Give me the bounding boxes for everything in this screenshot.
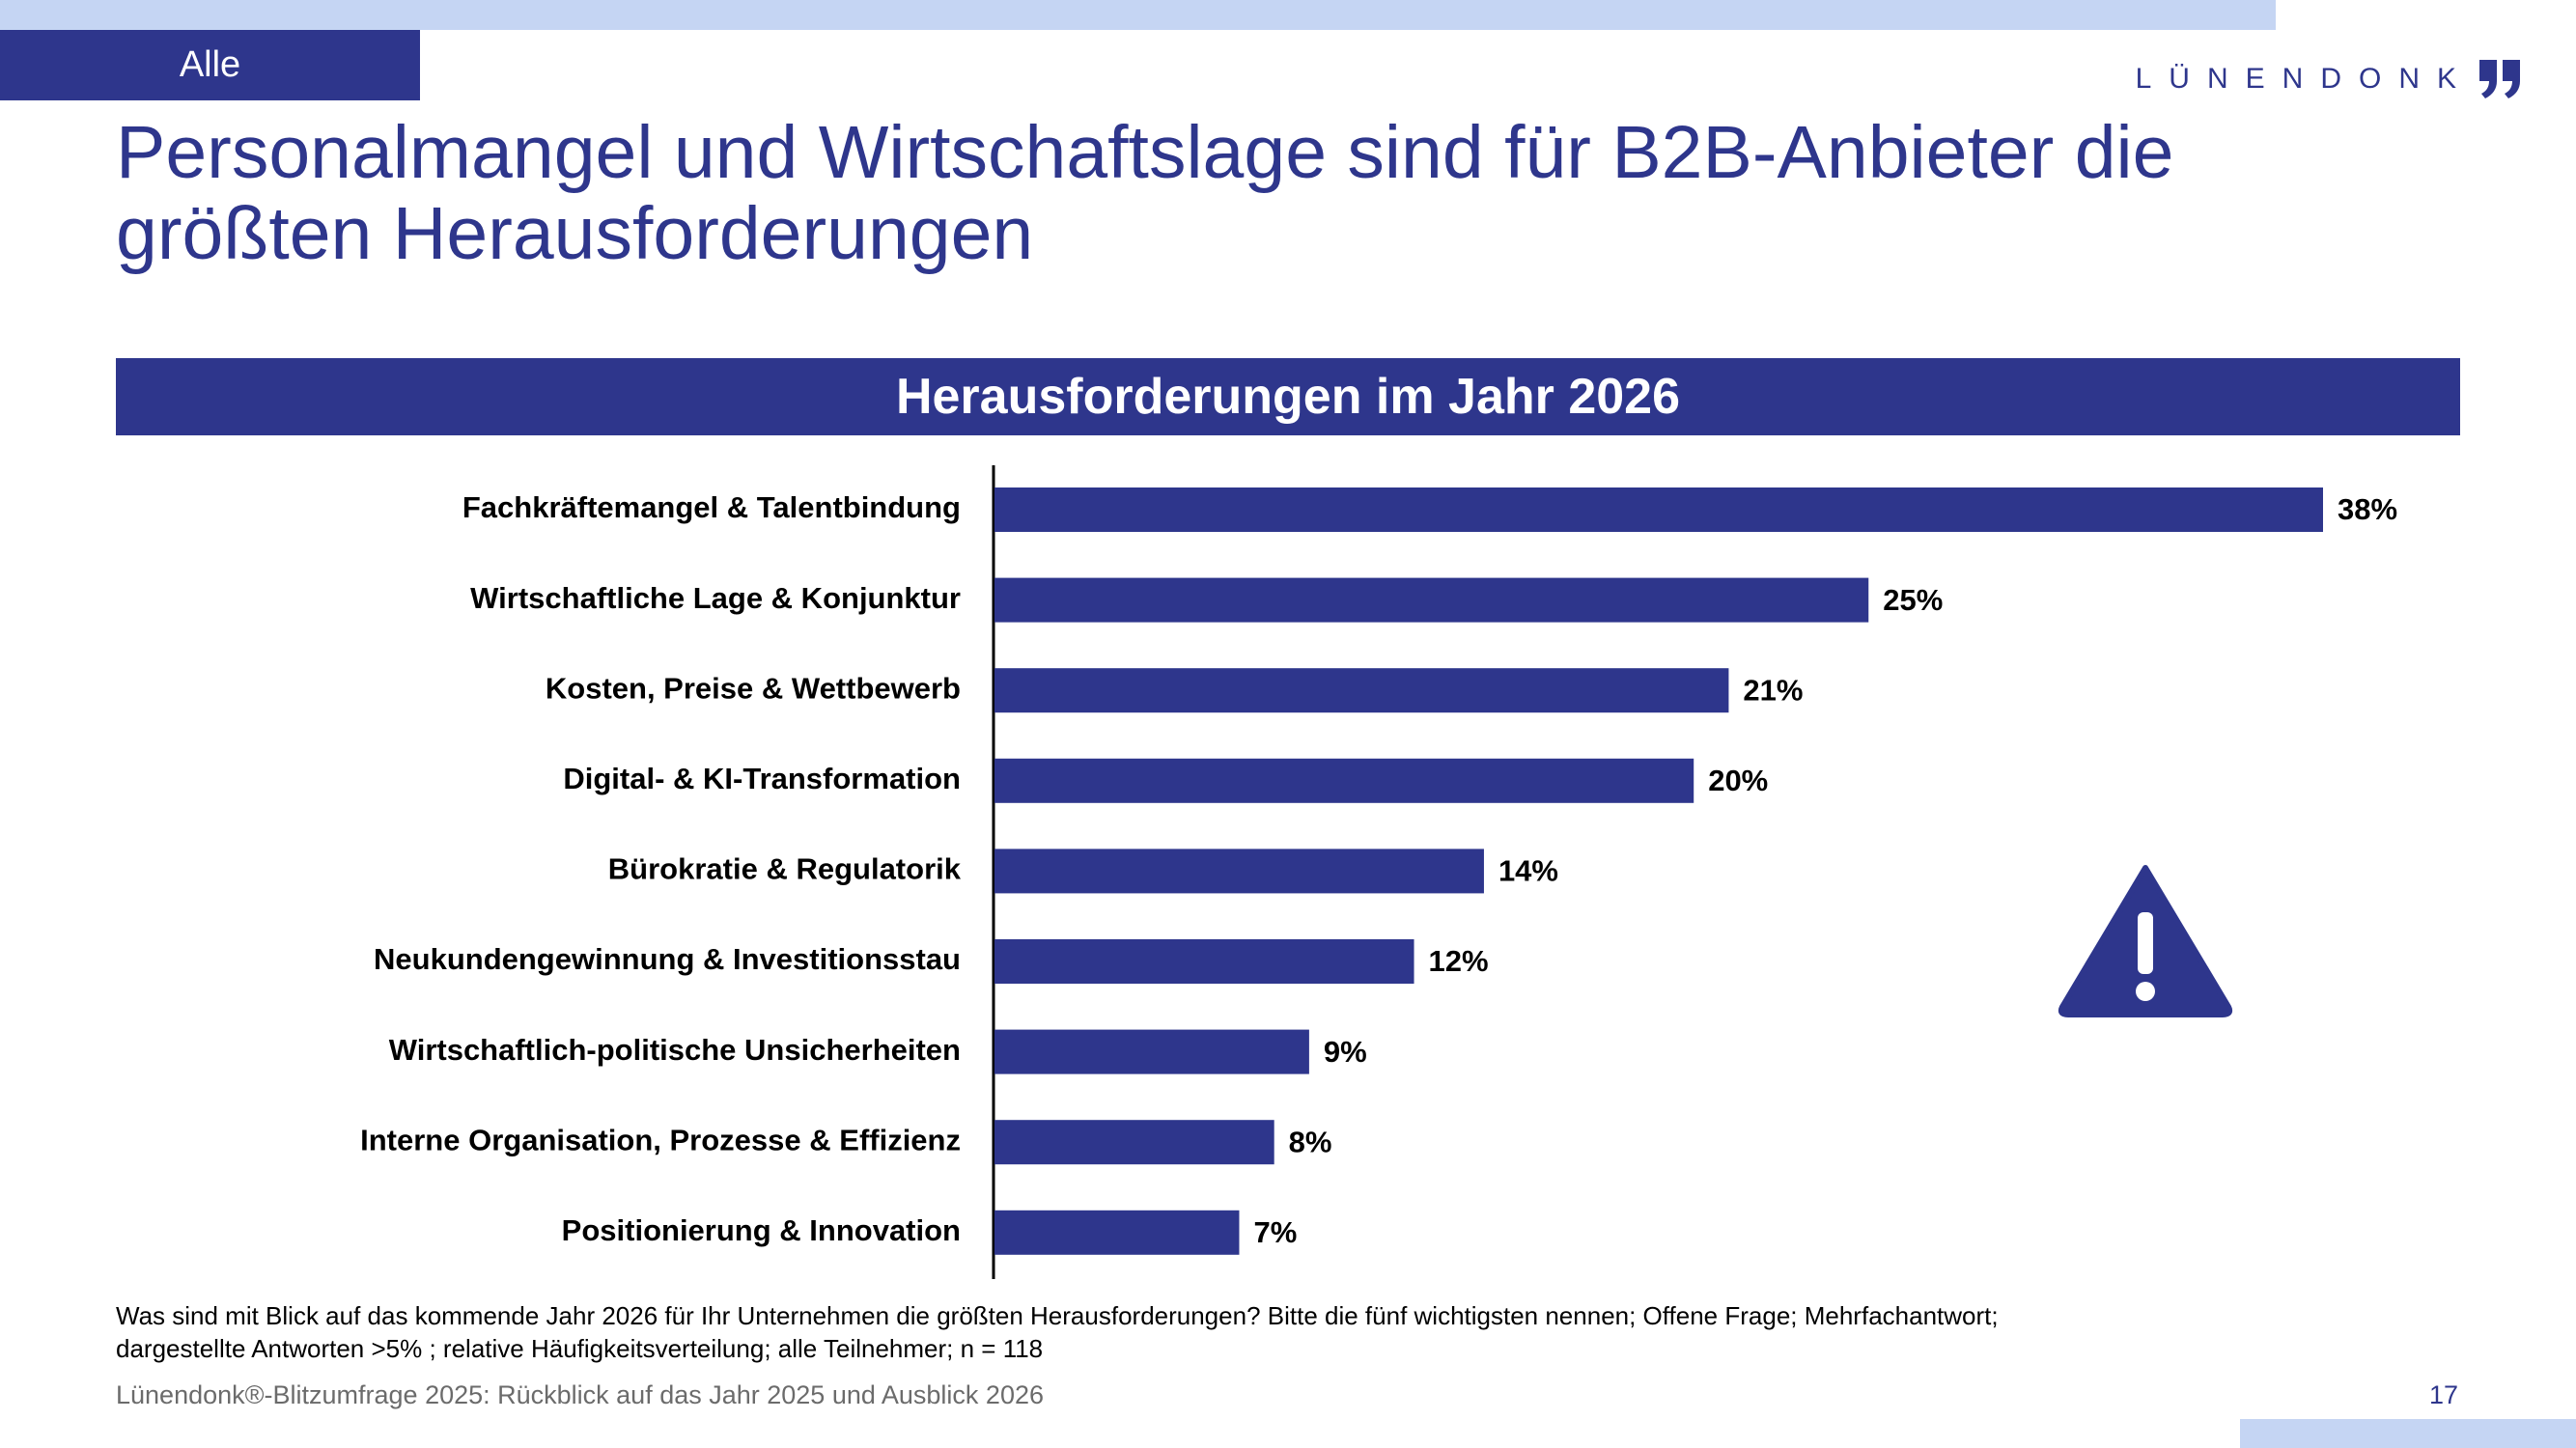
footnote-line-2: dargestellte Antworten >5% ; relative Hä… — [116, 1334, 1044, 1363]
bar-value-label: 21% — [1743, 673, 1803, 707]
top-accent-band — [0, 0, 2276, 30]
bar-value-label: 9% — [1324, 1035, 1367, 1069]
category-label: Positionierung & Innovation — [562, 1213, 961, 1247]
category-label: Fachkräftemangel & Talentbindung — [462, 490, 961, 524]
bar — [994, 668, 1729, 713]
category-label: Bürokratie & Regulatorik — [608, 852, 962, 886]
segment-tag: Alle — [0, 30, 420, 100]
category-label: Wirtschaftlich-politische Unsicherheiten — [389, 1033, 961, 1067]
bar — [994, 1029, 1309, 1074]
luenendonk-logo: LÜNENDONK — [2136, 56, 2524, 102]
chart-title-bar: Herausforderungen im Jahr 2026 — [116, 358, 2460, 435]
bar-value-label: 8% — [1289, 1125, 1332, 1158]
bar — [994, 1120, 1274, 1165]
page-title: Personalmangel und Wirtschaftslage sind … — [116, 112, 2414, 274]
bar-value-label: 14% — [1498, 854, 1558, 888]
chart-title: Herausforderungen im Jahr 2026 — [895, 369, 1681, 425]
category-label: Kosten, Preise & Wettbewerb — [546, 671, 961, 705]
bar-value-label: 38% — [2338, 492, 2397, 526]
bar — [994, 939, 1414, 984]
source-note: Lünendonk®-Blitzumfrage 2025: Rückblick … — [116, 1380, 1044, 1409]
category-label: Digital- & KI-Transformation — [563, 762, 961, 795]
bar — [994, 577, 1869, 623]
page-title-line-1: Personalmangel und Wirtschaftslage sind … — [116, 111, 2174, 194]
bar — [994, 849, 1484, 894]
bar-value-label: 7% — [1253, 1215, 1297, 1249]
logo-text: LÜNENDONK — [2135, 63, 2474, 95]
category-label: Wirtschaftliche Lage & Konjunktur — [470, 581, 961, 615]
warning-icon — [2058, 865, 2233, 1017]
category-label: Neukundengewinnung & Investitionsstau — [374, 942, 961, 976]
category-label: Interne Organisation, Prozesse & Effizie… — [360, 1123, 961, 1156]
survey-footnote: Was sind mit Blick auf das kommende Jahr… — [116, 1299, 2337, 1365]
bar — [994, 758, 1694, 803]
bar-chart: Fachkräftemangel & Talentbindung 38% Wirts… — [360, 465, 2397, 1279]
page-title-line-2: größten Herausforderungen — [116, 192, 1034, 275]
quote-mark-icon — [2479, 60, 2520, 98]
bottom-accent-band — [2240, 1419, 2576, 1448]
footnote-line-1: Was sind mit Blick auf das kommende Jahr… — [116, 1301, 1999, 1330]
bar-value-label: 20% — [1708, 764, 1768, 797]
bar — [994, 487, 2323, 532]
bar-value-label: 12% — [1429, 944, 1489, 978]
page-number: 17 — [2429, 1380, 2459, 1409]
segment-tag-label: Alle — [179, 44, 241, 85]
bar — [994, 1210, 1240, 1255]
bar-value-label: 25% — [1883, 583, 1943, 617]
